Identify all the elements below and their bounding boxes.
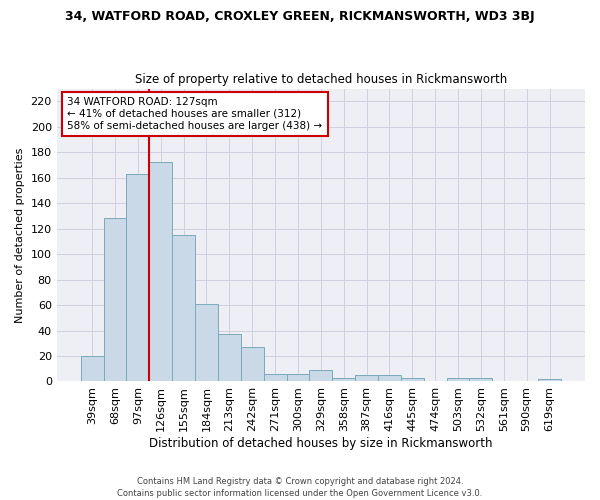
Bar [104, 218, 127, 382]
Bar [287, 374, 310, 382]
Text: 34, WATFORD ROAD, CROXLEY GREEN, RICKMANSWORTH, WD3 3BJ: 34, WATFORD ROAD, CROXLEY GREEN, RICKMAN… [65, 10, 535, 23]
Text: Contains HM Land Registry data © Crown copyright and database right 2024.
Contai: Contains HM Land Registry data © Crown c… [118, 476, 482, 498]
Bar [446, 378, 469, 382]
Bar [378, 375, 401, 382]
Bar [310, 370, 332, 382]
Bar [127, 174, 149, 382]
Y-axis label: Number of detached properties: Number of detached properties [15, 148, 25, 322]
Bar [538, 379, 561, 382]
Bar [263, 374, 287, 382]
Bar [172, 235, 195, 382]
Bar [469, 378, 493, 382]
Bar [355, 375, 378, 382]
Text: 34 WATFORD ROAD: 127sqm
← 41% of detached houses are smaller (312)
58% of semi-d: 34 WATFORD ROAD: 127sqm ← 41% of detache… [67, 98, 322, 130]
Bar [80, 356, 104, 382]
Bar [332, 378, 355, 382]
Bar [241, 347, 263, 382]
Bar [195, 304, 218, 382]
Bar [218, 334, 241, 382]
X-axis label: Distribution of detached houses by size in Rickmansworth: Distribution of detached houses by size … [149, 437, 493, 450]
Title: Size of property relative to detached houses in Rickmansworth: Size of property relative to detached ho… [135, 73, 507, 86]
Bar [401, 378, 424, 382]
Bar [149, 162, 172, 382]
